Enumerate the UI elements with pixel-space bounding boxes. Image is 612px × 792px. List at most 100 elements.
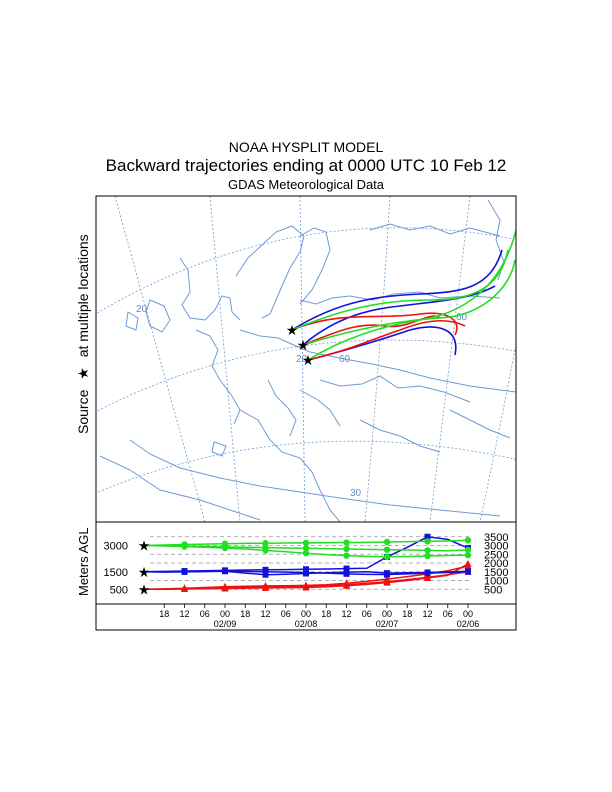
grid-label: 60 — [456, 312, 468, 323]
map-track-green-1 — [291, 249, 509, 331]
start-star-icon: ★ — [297, 337, 310, 353]
grid-label: 30 — [350, 488, 362, 499]
map-track-blue-3 — [307, 326, 457, 361]
series-marker — [383, 578, 391, 586]
start-height-label: 3000 — [104, 541, 128, 553]
source-label: Source ★ at multiple locations — [75, 234, 91, 434]
map-graticule — [96, 196, 516, 522]
date-label: 02/09 — [214, 619, 237, 629]
series-marker — [302, 583, 310, 591]
svg-text:Source ★ at multip: Source ★ at multiple locations — [75, 234, 91, 434]
time-tick-label: 06 — [443, 609, 453, 619]
series-marker — [262, 568, 269, 575]
right-tick-label: 3500 — [484, 532, 508, 544]
map-track-green-2 — [302, 259, 516, 346]
time-tick-label: 06 — [200, 609, 210, 619]
series-marker — [343, 570, 350, 577]
right-tick-label: 1000 — [484, 576, 508, 588]
series-marker — [302, 545, 310, 552]
source-label-prefix: Source — [75, 389, 91, 434]
y-axis-label: Meters AGL — [76, 527, 91, 596]
start-star-icon: ★ — [302, 352, 315, 368]
right-tick-label: 3000 — [484, 541, 508, 553]
series-marker — [343, 539, 350, 546]
ylabel-group: Meters AGL — [76, 527, 91, 596]
series-marker — [181, 543, 188, 550]
series-marker — [302, 550, 310, 557]
source-star-icon: ★ — [75, 367, 91, 380]
right-tick-label: 2000 — [484, 558, 508, 570]
map-track-green-3 — [307, 226, 516, 361]
series-marker — [343, 552, 350, 559]
series-marker — [303, 569, 309, 576]
series-marker — [221, 584, 229, 592]
time-tick-label: 12 — [179, 609, 189, 619]
time-tick-label: 18 — [159, 609, 169, 619]
start-height-label: 500 — [110, 584, 128, 596]
series-marker — [464, 559, 472, 567]
series-marker — [464, 546, 472, 554]
series-marker — [424, 547, 431, 554]
series-marker — [384, 571, 390, 578]
source-label-suffix: at multiple locations — [75, 234, 91, 357]
series-marker — [343, 545, 350, 553]
series-marker — [343, 565, 350, 572]
series-marker — [383, 538, 391, 546]
date-label: 02/07 — [376, 619, 399, 629]
map-track-blue-1 — [291, 249, 503, 331]
series-marker — [464, 537, 472, 544]
map-track-red-2 — [302, 315, 441, 346]
series-marker — [303, 566, 309, 573]
right-tick-label: 2500 — [484, 549, 508, 561]
series-marker — [222, 568, 228, 575]
series-marker — [464, 551, 472, 559]
series-marker — [262, 540, 269, 547]
chart-title: Backward trajectories ending at 0000 UTC… — [106, 156, 507, 175]
profile-gridlines — [150, 536, 470, 590]
time-tick-label: 00 — [220, 609, 230, 619]
chart-subtitle: GDAS Meteorological Data — [228, 177, 385, 192]
time-tick-label: 00 — [463, 609, 473, 619]
date-label: 02/06 — [457, 619, 480, 629]
time-tick-label: 06 — [362, 609, 372, 619]
start-heights: 3000 ★ 1500 ★ 500 ★ — [104, 538, 151, 598]
time-tick-label: 00 — [382, 609, 392, 619]
series-marker — [424, 570, 431, 577]
time-tick-label: 06 — [281, 609, 291, 619]
start-star-icon: ★ — [138, 581, 151, 597]
grid-label: 20 — [136, 304, 148, 315]
series-marker — [424, 533, 431, 540]
series-marker — [181, 584, 188, 592]
map-track-red-3 — [307, 320, 466, 361]
series-marker — [424, 574, 431, 582]
series-marker — [262, 583, 269, 591]
time-tick-label: 18 — [402, 609, 412, 619]
grid-label: 60 — [339, 354, 351, 365]
profile-series — [143, 533, 472, 592]
series-marker — [262, 547, 269, 554]
series-marker — [221, 544, 229, 552]
time-tick-label: 12 — [422, 609, 432, 619]
grid-label: 20 — [296, 354, 308, 365]
map-trajectories — [291, 226, 516, 361]
time-tick-label: 18 — [321, 609, 331, 619]
start-star-icon: ★ — [138, 538, 151, 554]
series-marker — [424, 538, 431, 545]
start-star-icon: ★ — [138, 564, 151, 580]
series-marker — [343, 581, 350, 589]
series-marker — [465, 568, 471, 575]
right-tick-label: 1500 — [484, 567, 508, 579]
right-tick-label: 500 — [484, 584, 502, 596]
series-marker — [181, 568, 188, 575]
time-tick-label: 12 — [260, 609, 270, 619]
time-tick-label: 00 — [301, 609, 311, 619]
grid-labels: 20 20 60 60 30 — [136, 304, 468, 499]
date-label: 02/08 — [295, 619, 318, 629]
start-stars: ★ ★ ★ — [286, 322, 315, 368]
time-tick-label: 12 — [341, 609, 351, 619]
series-marker — [383, 553, 391, 560]
series-marker — [383, 546, 391, 553]
